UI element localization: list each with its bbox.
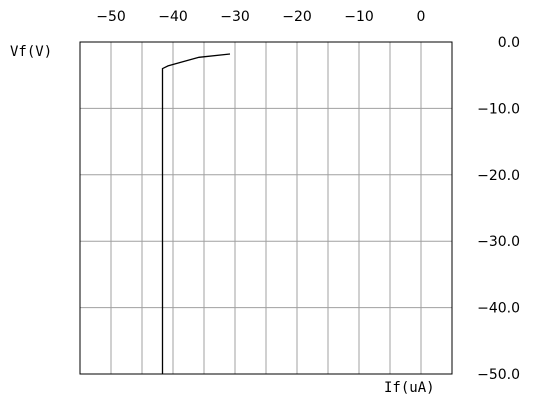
y-tick-label: −10.0	[477, 101, 520, 117]
x-tick-label: −40	[158, 9, 188, 25]
y-tick-labels: 0.0 −10.0 −20.0 −30.0 −40.0 −50.0	[477, 35, 520, 383]
y-tick-label: −50.0	[477, 367, 520, 383]
y-tick-label: −40.0	[477, 301, 520, 317]
x-tick-label: −20	[282, 9, 312, 25]
y-axis-label: Vf(V)	[10, 44, 52, 60]
x-tick-label: −30	[220, 9, 250, 25]
grid-layer	[80, 42, 452, 374]
x-tick-label: −10	[344, 9, 374, 25]
y-tick-label: 0.0	[498, 35, 520, 51]
y-tick-label: −20.0	[477, 168, 520, 184]
x-tick-label: 0	[417, 9, 426, 25]
data-layer	[161, 53, 231, 374]
x-axis-label: If(uA)	[384, 380, 435, 396]
plot-frame	[79, 41, 453, 375]
x-tick-labels: −50 −40 −30 −20 −10 0	[96, 9, 425, 25]
y-tick-label: −30.0	[477, 234, 520, 250]
x-tick-label: −50	[96, 9, 126, 25]
series-line	[161, 53, 231, 374]
